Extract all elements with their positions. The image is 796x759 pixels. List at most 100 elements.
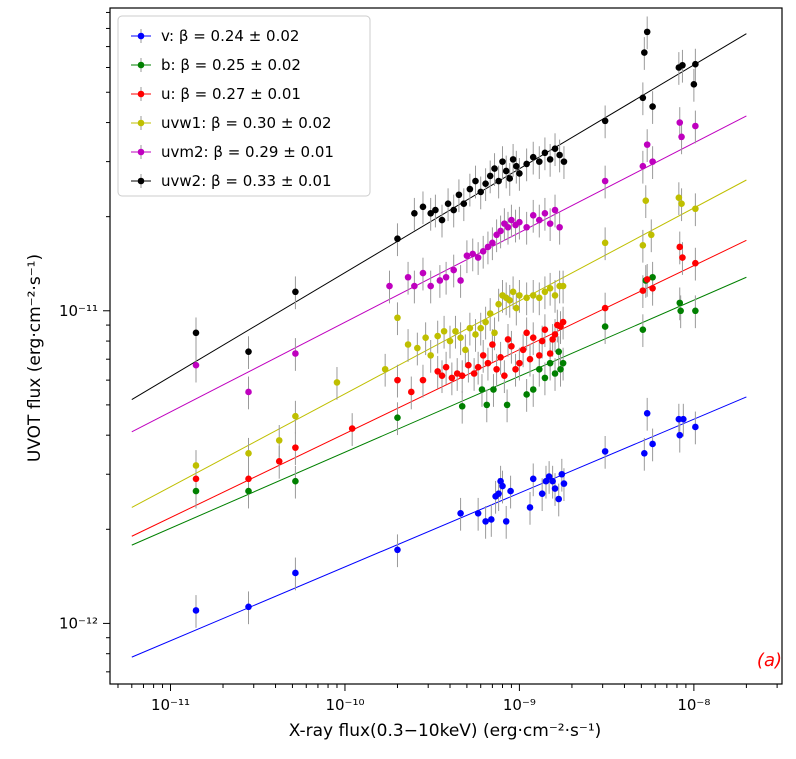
data-point <box>643 276 651 283</box>
data-point <box>192 487 200 495</box>
data-point <box>474 510 482 517</box>
legend-marker <box>137 61 145 69</box>
data-point <box>495 300 502 308</box>
data-point <box>513 162 520 170</box>
data-point <box>495 490 502 497</box>
data-point <box>551 292 559 299</box>
data-point <box>649 103 656 110</box>
data-point <box>394 546 401 554</box>
data-point <box>192 329 200 337</box>
data-point <box>427 282 434 290</box>
data-point <box>427 210 434 217</box>
data-point <box>529 292 537 299</box>
legend-marker <box>137 119 145 127</box>
data-point <box>516 292 523 299</box>
data-point <box>516 359 523 367</box>
data-point <box>541 374 549 382</box>
data-point <box>292 477 299 485</box>
data-point <box>677 307 684 315</box>
data-point <box>478 386 486 393</box>
data-point <box>245 388 252 396</box>
data-point <box>479 352 487 359</box>
data-point <box>526 504 534 511</box>
data-point <box>546 350 554 357</box>
data-point <box>419 269 427 277</box>
data-point <box>538 337 546 345</box>
data-point <box>497 227 504 235</box>
data-point <box>484 243 492 251</box>
data-point <box>551 370 559 377</box>
data-point <box>556 151 563 159</box>
y-tick-label: 10⁻¹¹ <box>59 302 98 320</box>
data-point <box>506 175 514 182</box>
data-point <box>558 470 566 478</box>
data-point <box>483 401 491 409</box>
data-point <box>489 341 496 348</box>
data-point <box>506 297 514 304</box>
data-point <box>486 172 494 180</box>
data-point <box>649 285 656 292</box>
data-point <box>394 314 401 322</box>
data-point <box>535 365 543 373</box>
data-point <box>692 307 699 315</box>
x-tick-label: 10⁻¹⁰ <box>325 696 364 714</box>
data-point <box>601 117 609 125</box>
data-point <box>516 170 523 177</box>
data-point <box>450 206 457 214</box>
data-point <box>474 363 482 371</box>
data-point <box>394 414 401 421</box>
data-point <box>541 288 549 296</box>
data-point <box>499 158 506 165</box>
data-point <box>463 252 471 260</box>
data-point <box>504 223 512 231</box>
data-point <box>440 327 448 335</box>
data-point <box>411 282 418 290</box>
data-point <box>192 607 200 614</box>
data-point <box>601 448 609 455</box>
data-point <box>503 401 511 409</box>
data-point <box>545 473 553 480</box>
data-point <box>676 431 684 439</box>
data-point <box>491 329 498 337</box>
data-point <box>493 365 500 373</box>
data-point <box>523 160 530 168</box>
data-point <box>535 294 543 302</box>
data-point <box>513 304 520 312</box>
data-point <box>275 458 283 465</box>
data-point <box>474 254 482 261</box>
data-point <box>549 477 556 485</box>
data-point <box>502 518 510 525</box>
data-point <box>411 210 418 217</box>
data-point <box>381 365 389 373</box>
data-point <box>643 409 651 417</box>
data-point <box>434 368 441 375</box>
data-point <box>466 324 474 332</box>
data-point <box>546 156 554 163</box>
data-point <box>484 359 492 367</box>
data-point <box>678 200 685 208</box>
data-point <box>458 402 466 410</box>
data-point <box>292 412 299 420</box>
data-point <box>245 603 252 611</box>
x-tick-label: 10⁻⁸ <box>677 696 710 714</box>
data-point <box>427 352 434 359</box>
data-point <box>516 218 523 226</box>
data-point <box>472 177 479 185</box>
data-point <box>442 363 450 371</box>
x-tick-label: 10⁻⁹ <box>503 696 536 714</box>
data-point <box>491 165 498 172</box>
data-point <box>679 254 686 261</box>
data-point <box>497 353 504 361</box>
data-point <box>482 518 489 525</box>
data-point <box>643 141 651 148</box>
data-point <box>601 177 609 185</box>
data-point <box>560 158 568 165</box>
data-point <box>560 480 568 487</box>
data-point <box>245 487 252 495</box>
legend-marker <box>137 177 145 185</box>
data-point <box>488 516 495 523</box>
data-point <box>601 323 609 330</box>
legend-box <box>117 15 371 197</box>
data-point <box>551 331 559 338</box>
data-point <box>508 216 515 224</box>
